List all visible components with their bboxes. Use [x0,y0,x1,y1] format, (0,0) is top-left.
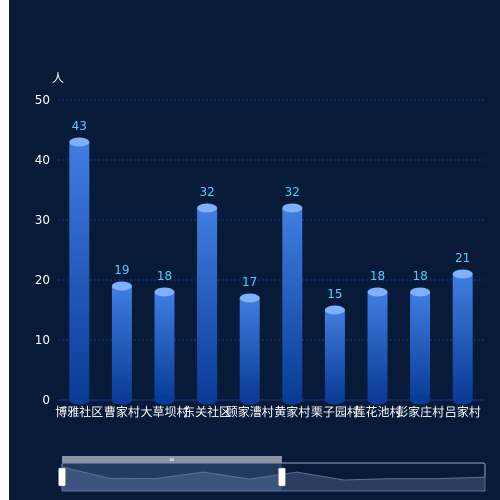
x-tick-label: 东关社区 [183,404,231,419]
bar [452,274,473,400]
bar-base [452,395,473,405]
bar-value-label: 18 [370,269,385,283]
bar [282,208,303,400]
bar-value-label: 15 [327,287,342,301]
bar-value-label: 18 [157,269,172,283]
bar-base [410,395,431,405]
y-tick-label: 20 [35,273,50,287]
y-tick-label: 40 [35,153,50,167]
bars [69,137,473,405]
data-zoom-preview [61,466,486,492]
bar-cap [111,281,132,291]
bar-base [324,395,345,405]
x-tick-label: 彭家庄村 [396,404,444,419]
y-tick-label: 50 [35,93,50,107]
bar-cap [367,287,388,297]
bar-base [282,395,303,405]
bar-base [69,395,90,405]
x-tick-label: 曹家村 [104,404,140,419]
bar [154,292,175,400]
bar-cap [282,203,303,213]
data-zoom-move-handle[interactable] [62,456,282,463]
chart-background [9,0,500,500]
y-tick-label: 10 [35,333,50,347]
value-labels: 43 19 18 32 17 32 15 18 18 21 [72,119,471,301]
x-tick-label: 黄家村 [274,404,310,419]
data-zoom-selected-range[interactable] [62,463,282,491]
bar-value-label: 19 [114,263,129,277]
bar [197,208,218,400]
bar [367,292,388,400]
bar [410,292,431,400]
bar-base [197,395,218,405]
y-axis-label: 人 [52,71,64,85]
data-zoom-right-handle[interactable] [278,467,286,487]
x-tick-label: 吕家村 [445,404,481,419]
bar-cap [154,287,175,297]
bar [69,142,90,400]
bar [111,286,132,400]
bar-cap [197,203,218,213]
y-tick-label: 0 [42,393,50,407]
bar-base [239,395,260,405]
bar-cap [239,293,260,303]
data-zoom-left-handle[interactable] [58,467,66,487]
bar-cap [410,287,431,297]
data-zoom-slider[interactable]: ≡ [58,456,486,492]
bar [324,310,345,400]
bar-base [111,395,132,405]
x-tick-label: 莲花池村 [353,404,401,419]
x-tick-label: 博雅社区 [55,404,103,419]
data-zoom-move-handle-icon: ≡ [169,456,175,464]
x-tick-label: 顾家漕村 [226,404,274,419]
bar-value-label: 17 [242,275,257,289]
bar-value-label: 43 [72,119,87,133]
bar [239,298,260,400]
y-axis-ticks: 0 10 20 30 40 50 [35,93,50,407]
bar-value-label: 18 [412,269,427,283]
bar-value-label: 21 [455,251,470,265]
y-tick-label: 30 [35,213,50,227]
bar-cap [452,269,473,279]
bar-cap [324,305,345,315]
bar-base [154,395,175,405]
bar-value-label: 32 [199,185,214,199]
x-tick-label: 大草坝村 [140,405,188,419]
bar-cap [69,137,90,147]
x-tick-label: 栗子园村 [311,405,359,419]
bar-value-label: 32 [285,185,300,199]
bar-base [367,395,388,405]
